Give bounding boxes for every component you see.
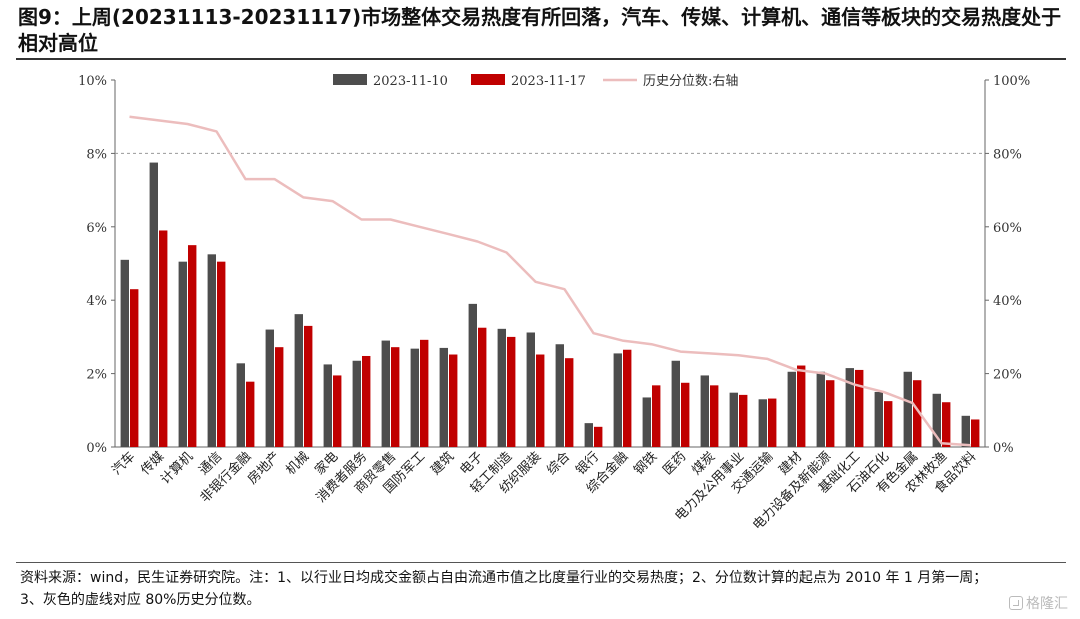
bar-1-17 bbox=[613, 353, 622, 447]
footer-line-2: 3、灰色的虚线对应 80%历史分位数。 bbox=[20, 592, 261, 608]
bar-1-11 bbox=[439, 347, 448, 447]
bar-2-0 bbox=[130, 289, 139, 447]
bar-1-0 bbox=[120, 259, 129, 447]
bar-2-2 bbox=[188, 245, 197, 447]
bar-2-11 bbox=[449, 354, 458, 447]
bar-1-28 bbox=[932, 393, 941, 447]
left-tick-label: 8% bbox=[86, 147, 107, 162]
category-label: 房地产 bbox=[244, 449, 283, 488]
bar-2-29 bbox=[971, 419, 980, 447]
right-tick-label: 0% bbox=[993, 441, 1014, 456]
category-label: 计算机 bbox=[158, 449, 196, 487]
bar-1-6 bbox=[294, 314, 303, 447]
watermark-text: 格隆汇 bbox=[1026, 596, 1068, 612]
percentile-line bbox=[129, 115, 971, 447]
bar-2-1 bbox=[159, 230, 168, 447]
footer-note: 资料来源：wind，民生证券研究院。注：1、以行业日均成交金额占自由流通市值之比… bbox=[20, 567, 1060, 611]
bar-1-22 bbox=[758, 399, 767, 447]
bar-1-10 bbox=[410, 348, 419, 447]
bar-2-5 bbox=[275, 347, 284, 447]
category-label: 综合 bbox=[544, 449, 573, 478]
bar-2-13 bbox=[507, 336, 516, 447]
bar-2-24 bbox=[826, 380, 835, 447]
bar-2-19 bbox=[681, 382, 690, 447]
right-tick-label: 60% bbox=[993, 221, 1022, 236]
right-tick-label: 100% bbox=[993, 74, 1030, 89]
left-tick-label: 4% bbox=[86, 294, 107, 309]
bar-2-27 bbox=[913, 380, 922, 447]
bar-1-12 bbox=[468, 303, 477, 447]
bar-1-19 bbox=[671, 360, 680, 447]
bar-1-8 bbox=[352, 360, 361, 447]
bar-2-10 bbox=[420, 339, 429, 447]
bar-2-14 bbox=[536, 354, 545, 447]
left-tick-label: 2% bbox=[86, 368, 107, 383]
right-tick-label: 80% bbox=[993, 147, 1022, 162]
bar-1-21 bbox=[729, 392, 738, 447]
category-label: 钢铁 bbox=[631, 449, 660, 478]
bar-2-21 bbox=[739, 394, 748, 447]
footer-line-1: 资料来源：wind，民生证券研究院。注：1、以行业日均成交金额占自由流通市值之比… bbox=[20, 570, 988, 586]
watermark: 格隆汇 bbox=[1009, 593, 1068, 613]
left-tick-label: 0% bbox=[86, 441, 107, 456]
right-tick-label: 40% bbox=[993, 294, 1022, 309]
legend-swatch-1 bbox=[333, 74, 367, 85]
category-label: 医药 bbox=[660, 449, 689, 478]
bar-2-16 bbox=[594, 426, 603, 447]
bar-2-4 bbox=[246, 381, 255, 447]
bar-1-26 bbox=[874, 391, 883, 447]
legend-label-2: 2023-11-17 bbox=[511, 74, 586, 89]
watermark-logo-icon bbox=[1009, 596, 1023, 610]
bar-2-28 bbox=[942, 402, 951, 447]
legend-label-3: 历史分位数:右轴 bbox=[643, 74, 738, 89]
bar-1-18 bbox=[642, 397, 651, 447]
bar-2-8 bbox=[362, 355, 371, 447]
bar-2-23 bbox=[797, 365, 806, 447]
bar-2-25 bbox=[855, 369, 864, 447]
bar-2-20 bbox=[710, 385, 719, 447]
category-label: 机械 bbox=[283, 449, 312, 478]
legend-swatch-2 bbox=[471, 74, 505, 85]
bar-2-18 bbox=[652, 385, 661, 447]
bar-1-4 bbox=[236, 363, 245, 447]
bar-1-2 bbox=[178, 261, 187, 447]
left-tick-label: 6% bbox=[86, 221, 107, 236]
bar-1-13 bbox=[497, 328, 506, 447]
title-divider bbox=[16, 58, 1066, 60]
page-title: 图9：上周(20231113-20231117)市场整体交易热度有所回落，汽车、… bbox=[18, 5, 1062, 55]
legend-label-1: 2023-11-10 bbox=[373, 74, 448, 89]
right-tick-label: 20% bbox=[993, 368, 1022, 383]
bar-1-27 bbox=[903, 371, 912, 447]
bar-1-1 bbox=[149, 162, 158, 447]
bar-1-25 bbox=[845, 368, 854, 447]
category-label: 汽车 bbox=[109, 449, 139, 479]
left-tick-label: 10% bbox=[78, 74, 107, 89]
bar-1-9 bbox=[381, 340, 390, 447]
bar-1-14 bbox=[526, 332, 535, 447]
bar-2-15 bbox=[565, 358, 574, 447]
bar-1-29 bbox=[961, 415, 970, 447]
bar-2-3 bbox=[217, 261, 226, 447]
bar-1-20 bbox=[700, 375, 709, 447]
category-label: 建筑 bbox=[428, 449, 458, 479]
bar-2-6 bbox=[304, 325, 313, 447]
bar-2-12 bbox=[478, 327, 487, 447]
bar-2-7 bbox=[333, 375, 342, 447]
bar-2-26 bbox=[884, 401, 893, 447]
bar-1-16 bbox=[584, 423, 593, 447]
bar-2-17 bbox=[623, 349, 632, 447]
bar-1-23 bbox=[787, 371, 796, 447]
bar-1-15 bbox=[555, 344, 564, 447]
bar-1-5 bbox=[265, 329, 274, 447]
bar-1-24 bbox=[816, 371, 825, 447]
bar-2-22 bbox=[768, 398, 777, 447]
bar-2-9 bbox=[391, 347, 400, 447]
footer-divider bbox=[16, 562, 1066, 563]
bar-1-7 bbox=[323, 364, 332, 447]
bar-1-3 bbox=[207, 254, 216, 447]
